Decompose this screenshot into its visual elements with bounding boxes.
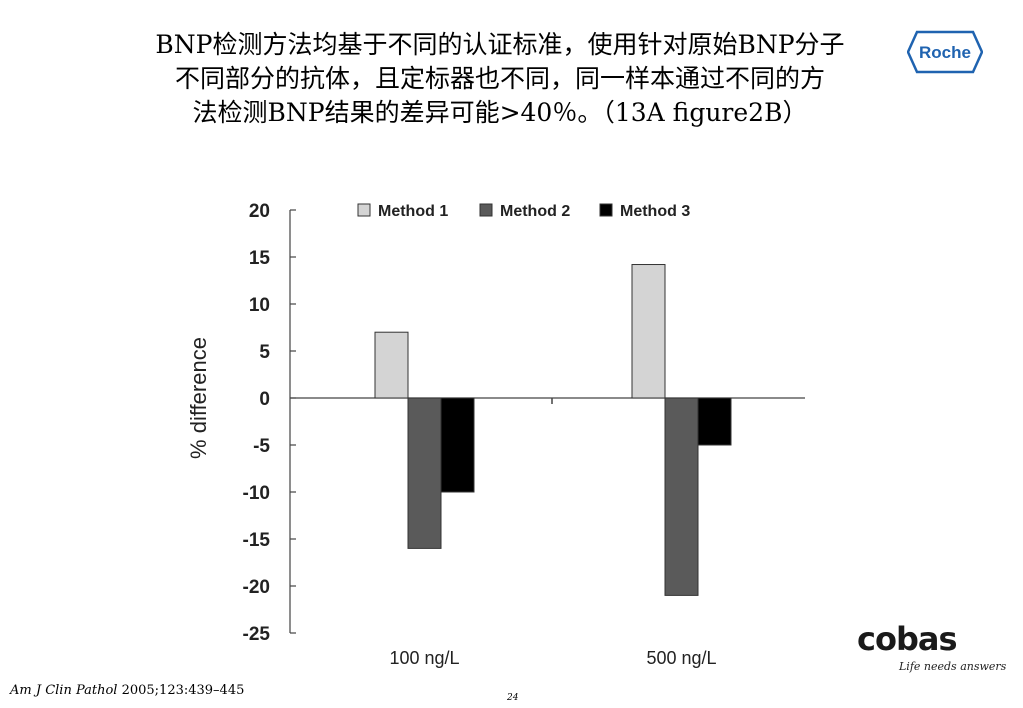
title-line-3: 法检测BNP结果的差异可能>40％。（13A figure2B）	[192, 98, 808, 127]
bar-method-2	[407, 397, 442, 549]
y-tick-label: 10	[249, 295, 270, 316]
legend-swatch	[357, 203, 371, 217]
legend-label: Method 2	[500, 203, 570, 220]
y-tick-label: -10	[243, 483, 270, 504]
bar-method-3	[440, 397, 475, 493]
y-axis-title: % difference	[186, 337, 211, 459]
legend-label: Method 1	[378, 203, 448, 220]
roche-logo: Roche	[907, 30, 983, 74]
x-category-label: 500 ng/L	[646, 648, 716, 668]
legend-swatch	[599, 203, 613, 217]
citation-journal: Am J Clin Pathol	[10, 683, 118, 698]
bar-method-2	[664, 397, 699, 596]
y-tick-label: -15	[243, 530, 271, 551]
y-tick-label: -20	[243, 577, 270, 598]
cobas-logo: cobas Life needs answers	[855, 620, 1006, 680]
roche-logo-text: Roche	[919, 43, 971, 62]
slide-title: BNP检测方法均基于不同的认证标准，使用针对原始BNP分子 不同部分的抗体，且定…	[100, 28, 900, 130]
title-line-2: 不同部分的抗体，且定标器也不同，同一样本通过不同的方	[174, 64, 825, 93]
citation-details: 2005;123:439–445	[117, 683, 245, 698]
y-tick-label: -25	[243, 624, 271, 645]
legend-swatch	[479, 203, 493, 217]
y-tick-label: -5	[253, 436, 270, 457]
x-category-label: 100 ng/L	[389, 648, 459, 668]
legend-label: Method 3	[620, 203, 690, 220]
bar-method-1	[374, 331, 409, 399]
citation: Am J Clin Pathol 2005;123:439–445	[10, 683, 244, 698]
bar-method-1	[631, 264, 666, 399]
cobas-logo-text: cobas	[857, 620, 957, 658]
y-tick-label: 0	[259, 389, 270, 410]
bar-method-3	[697, 397, 732, 446]
title-line-1: BNP检测方法均基于不同的认证标准，使用针对原始BNP分子	[155, 30, 845, 59]
y-tick-label: 5	[259, 342, 270, 363]
bar-chart: 20 15 10 5 0 -5 -10 -15 -20 -25 % difference 100 ng…	[186, 201, 805, 668]
cobas-tagline: Life needs answers	[899, 660, 1007, 673]
y-tick-label: 20	[249, 201, 270, 222]
y-tick-label: 15	[249, 248, 271, 269]
page-number: 24	[507, 693, 519, 703]
